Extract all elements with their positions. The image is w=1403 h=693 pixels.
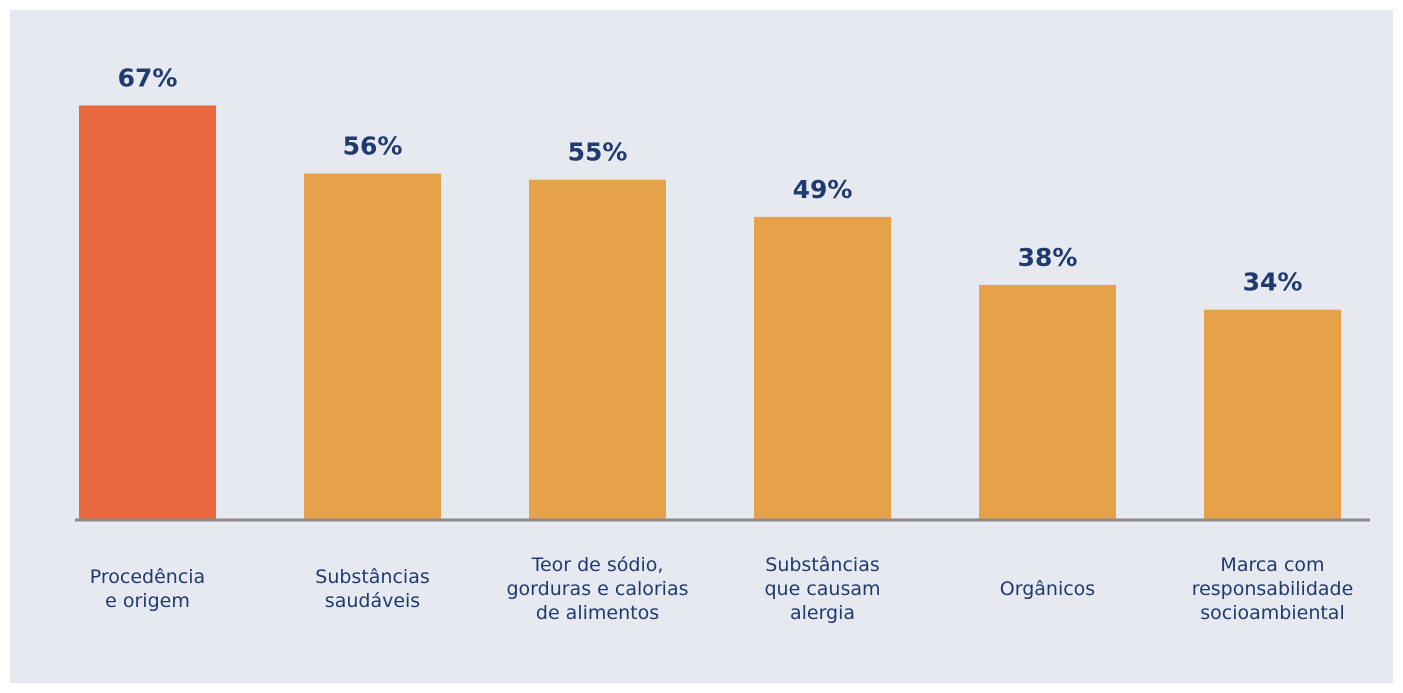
x-tick-label-line: gorduras e calorias (506, 578, 688, 600)
x-tick-label-line: responsabilidade (1192, 578, 1354, 600)
x-tick-label: Teor de sódio, gorduras e calorias de alim… (506, 554, 688, 624)
x-tick-label: Marca com responsabilidade socioambiental (1192, 554, 1354, 624)
bar (304, 173, 441, 520)
x-tick-label-line: Procedência (90, 566, 205, 588)
x-tick-label-line: Teor de sódio, (531, 554, 664, 576)
x-tick-label-line: Marca com (1220, 554, 1324, 576)
x-tick-label-line: alergia (790, 602, 855, 624)
x-tick-label-line: socioambiental (1200, 602, 1344, 624)
bar (754, 216, 891, 520)
x-tick-label: Orgânicos (1000, 578, 1095, 600)
x-tick-label-line: e origem (105, 590, 190, 612)
x-tick-label-line: de alimentos (536, 602, 659, 624)
x-tick-label-line: Substâncias (315, 566, 429, 588)
value-label: 49% (793, 175, 853, 204)
value-label: 67% (118, 63, 178, 92)
bar (79, 105, 216, 520)
bar (1204, 309, 1341, 520)
x-tick-label: Substâncias saudáveis (315, 566, 429, 612)
x-tick-label-line: Substâncias (765, 554, 879, 576)
value-label: 55% (568, 138, 628, 167)
value-label: 56% (343, 132, 403, 161)
x-tick-label-line: que causam (764, 578, 880, 600)
bar (529, 179, 666, 520)
value-label: 38% (1018, 243, 1078, 272)
chart-background (10, 10, 1393, 683)
x-tick-label: Substâncias que causam alergia (764, 554, 880, 624)
value-label: 34% (1243, 268, 1303, 297)
x-tick-label-line: saudáveis (325, 590, 420, 612)
x-tick-label-line: Orgânicos (1000, 578, 1095, 600)
bar (979, 284, 1116, 520)
x-tick-label: Procedência e origem (90, 566, 205, 612)
